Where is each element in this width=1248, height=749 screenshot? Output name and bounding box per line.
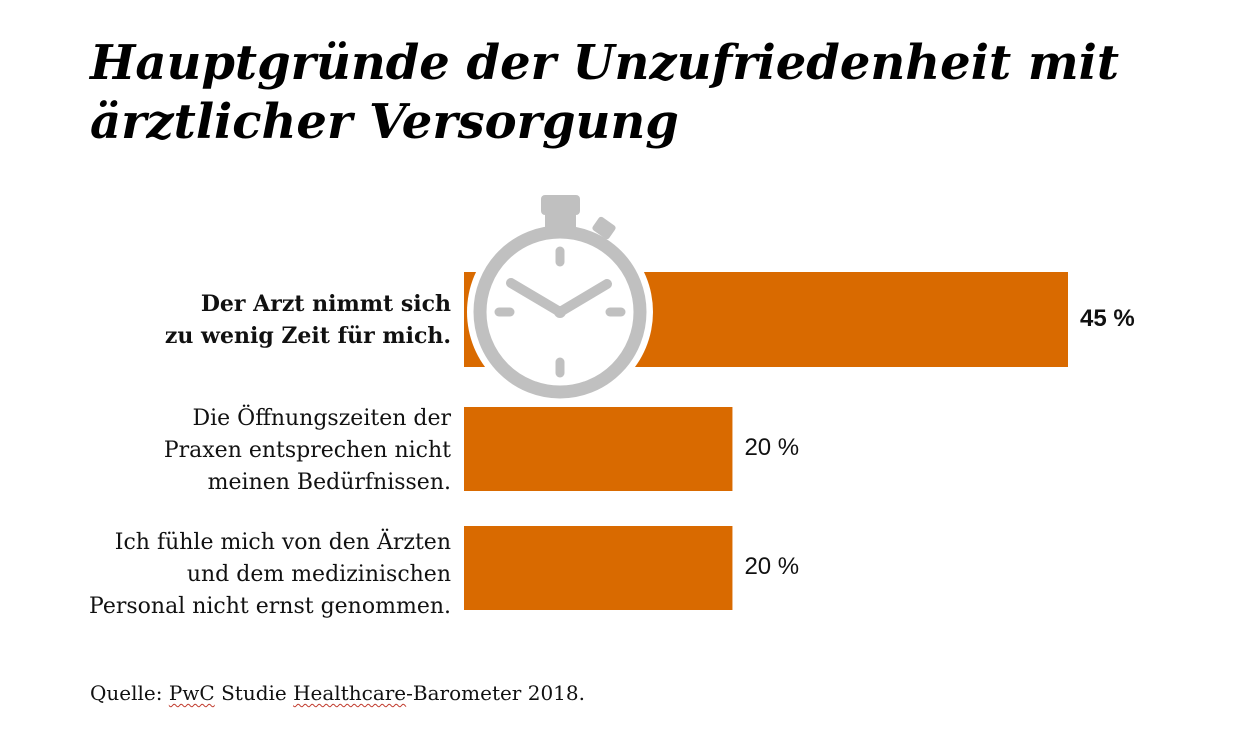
source-mid: Studie [214, 681, 294, 705]
chart-title: Hauptgründe der Unzufriedenheit mit ärzt… [90, 34, 1210, 152]
value-label-3: 20 % [744, 553, 800, 580]
bar-3 [464, 526, 733, 610]
source-note: Quelle: PwC Studie Healthcare-Barometer … [90, 681, 585, 705]
chart-title-line-1: Hauptgründe der Unzufriedenheit mit [90, 35, 1120, 91]
category-label-1-line-1: Der Arzt nimmt sich [200, 291, 451, 317]
category-label-3-line-3: Personal nicht ernst genommen. [89, 594, 451, 619]
category-label-1-line-2: zu wenig Zeit für mich. [164, 323, 451, 349]
category-label-2-line-3: meinen Bedürfnissen. [207, 470, 451, 495]
source-suffix: -Barometer 2018. [406, 681, 585, 705]
value-label-2: 20 % [744, 434, 800, 461]
source-healthcare: Healthcare [293, 681, 407, 705]
category-label-2-line-2: Praxen entsprechen nicht [163, 438, 451, 463]
source-pwc: PwC [168, 681, 215, 705]
category-label-2-line-1: Die Öffnungszeiten der [192, 406, 451, 431]
source-prefix: Quelle: [90, 681, 169, 705]
stopwatch-icon [467, 195, 653, 405]
category-label-1: Der Arzt nimmt sich zu wenig Zeit für mic… [165, 288, 451, 352]
category-label-3: Ich fühle mich von den Ärzten und dem med… [89, 527, 451, 623]
chart-title-line-2: ärztlicher Versorgung [90, 94, 679, 150]
bar-2 [464, 407, 733, 491]
category-label-3-line-1: Ich fühle mich von den Ärzten [114, 530, 451, 555]
category-label-3-line-2: und dem medizinischen [186, 562, 451, 587]
category-label-2: Die Öffnungszeiten der Praxen entsprechen… [164, 403, 451, 499]
value-label-1: 45 % [1080, 304, 1135, 332]
